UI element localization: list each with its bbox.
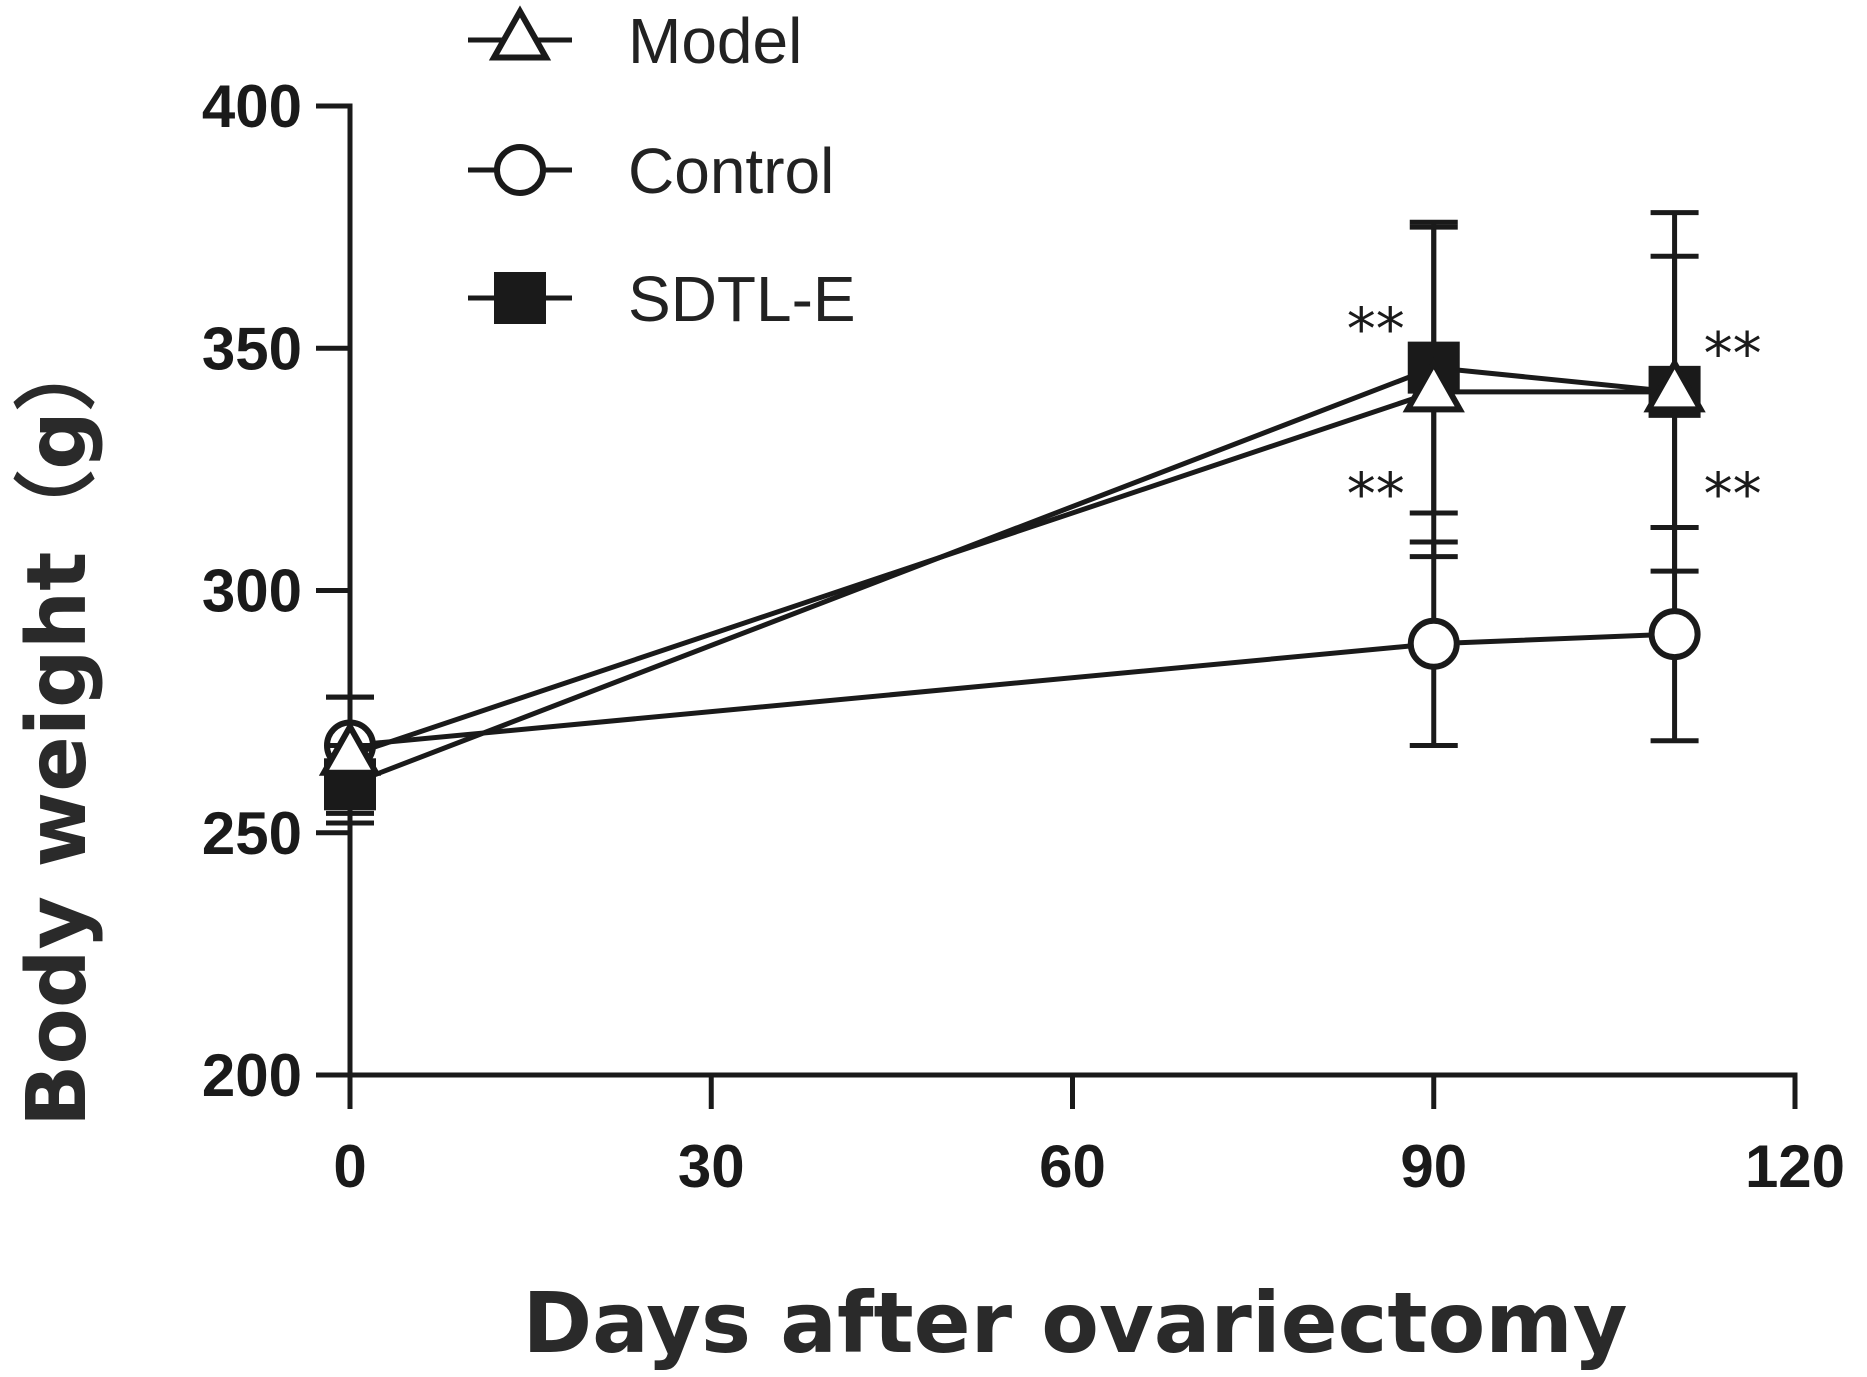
legend: Model Control SDTL-E: [468, 5, 856, 335]
legend-marker-control: [494, 144, 546, 196]
point-model: [1402, 357, 1465, 413]
legend-item-control: Control: [468, 135, 834, 207]
x-tick-label: 90: [1400, 1133, 1467, 1200]
significance-label: **: [1347, 295, 1405, 363]
legend-label: Control: [628, 135, 834, 207]
series-layer: ** ** ** **: [318, 210, 1762, 826]
legend-marker-model: [488, 5, 552, 61]
series-control: [324, 525, 1701, 797]
y-tick-label: 300: [202, 558, 302, 625]
y-tick-label: 350: [202, 315, 302, 382]
y-axis-title: Body weight（g）: [10, 329, 105, 1127]
y-tick-label: 400: [202, 73, 302, 140]
x-axis-title: Days after ovariectomy: [522, 1274, 1627, 1372]
legend-label: SDTL-E: [628, 263, 856, 335]
point-control: [1648, 608, 1701, 661]
x-tick-label: 60: [1039, 1133, 1106, 1200]
x-tick-label: 30: [678, 1133, 745, 1200]
series-line-sdtl-e: [349, 365, 1675, 787]
significance-label: **: [1704, 319, 1762, 387]
point-control: [1407, 617, 1460, 670]
legend-label: Model: [628, 5, 802, 77]
x-tick-label: 120: [1745, 1133, 1845, 1200]
significance-label: **: [1347, 460, 1405, 528]
legend-marker-sdtl-e: [494, 272, 546, 324]
x-tick-label: 0: [333, 1133, 366, 1200]
series-model: [318, 210, 1706, 816]
axes: 200 250 300 350 400 0 30 60 90 120: [202, 73, 1845, 1200]
y-tick-label: 250: [202, 800, 302, 867]
series-line-model: [349, 389, 1675, 758]
point-model: [1643, 357, 1706, 413]
legend-item-sdtl-e: SDTL-E: [468, 263, 856, 335]
significance-label: **: [1704, 460, 1762, 528]
y-tick-label: 200: [202, 1042, 302, 1109]
legend-item-model: Model: [468, 5, 802, 77]
point-model: [318, 720, 382, 776]
